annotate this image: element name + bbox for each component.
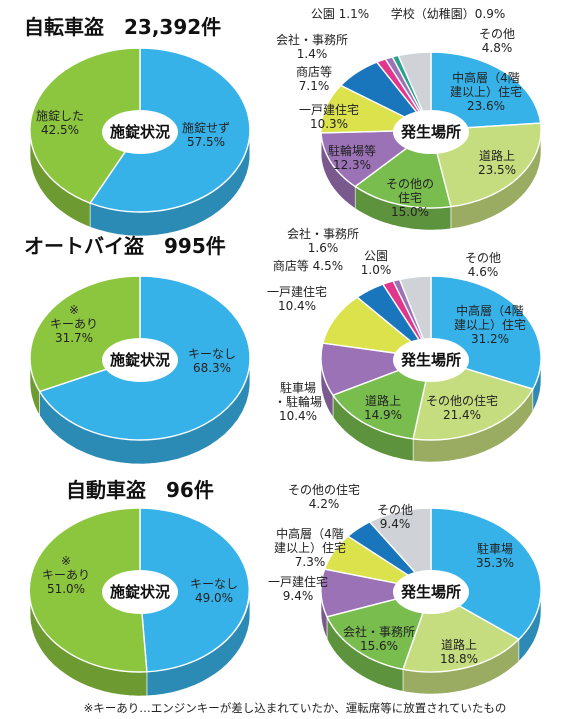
pie-slice (331, 356, 432, 440)
section-title: 自動車盗 96件 (66, 478, 214, 502)
slice-label: その他 9.4% (377, 503, 413, 531)
pie-center-label: 発生場所 (400, 123, 461, 141)
slice-label: 中高層（4階建以上）住宅 31.2% (454, 303, 526, 346)
pie-center (102, 338, 178, 382)
pie-center (102, 110, 178, 154)
lock-status-pie: 施錠状況 施錠せず 57.5% 施錠した 42.5% (29, 47, 251, 237)
slice-label: ※キーあり 31.7% (50, 303, 98, 345)
slice-label: 道路上 23.5% (478, 148, 516, 177)
pie-center-label: 発生場所 (400, 583, 461, 601)
slice-label: 公園 1.1% (311, 7, 369, 21)
slice-label: 道路上 14.9% (364, 393, 402, 422)
slice-label: その他の住宅 21.4% (426, 393, 498, 422)
slice-label: キーなし 49.0% (190, 577, 238, 605)
slice-label: キーなし 68.3% (188, 347, 236, 375)
pie-slice (28, 507, 148, 673)
pie-center-label: 施錠状況 (110, 351, 170, 369)
slice-label: 会社・事務所 1.6% (287, 226, 359, 255)
pie-center-label: 施錠状況 (110, 583, 170, 601)
slice-label: 駐輪場等 12.3% (328, 143, 376, 172)
slice-label: ※キーあり 51.0% (42, 554, 90, 596)
section-title: 自転車盗 23,392件 (24, 15, 221, 39)
pie-slice (29, 47, 141, 204)
pie-slice (326, 588, 433, 671)
section-title: オートバイ盗 995件 (24, 234, 226, 258)
slice-label: 会社・事務所 1.4% (276, 32, 348, 61)
slice-label: 駐車場・駐輪場 10.4% (274, 380, 322, 423)
pie-slice (368, 507, 432, 592)
pie-slice (139, 507, 250, 673)
slice-label: 商店等 4.5% (273, 258, 343, 273)
location-pie: 発生場所 中高層（4階建以上）住宅 23.6% 道路上 23.5% その他の住宅 15.0%… (276, 6, 542, 231)
pie-center-label: 施錠状況 (110, 123, 170, 141)
slice-label: 一戸建住宅 9.4% (268, 574, 328, 603)
pie-center (393, 570, 469, 614)
slice-label: その他 4.6% (465, 251, 501, 279)
pie-slice (397, 51, 432, 131)
slice-label: 一戸建住宅 10.4% (267, 284, 327, 313)
slice-label: 学校（幼稚園）0.9% (391, 6, 506, 21)
slice-label: 駐車場 35.3% (476, 541, 514, 570)
slice-label: 施錠せず 57.5% (182, 120, 230, 149)
lock-status-pie: 施錠状況 キーなし 49.0% ※キーあり 51.0% (28, 507, 251, 697)
slice-label: 一戸建住宅 10.3% (299, 102, 359, 131)
pie-slice (430, 51, 542, 131)
pie-slice (430, 507, 542, 641)
pie-center (393, 110, 469, 154)
pie-center-label: 発生場所 (400, 351, 461, 369)
slice-label: 中高層（4階建以上）住宅 23.6% (450, 70, 522, 113)
pie-center (102, 570, 178, 614)
slice-label: その他 4.8% (479, 27, 515, 55)
pie-slice (321, 296, 434, 360)
slice-label: 会社・事務所 15.6% (343, 624, 415, 653)
slice-label: 中高層（4階建以上）住宅 7.3% (274, 526, 346, 569)
slice-label: 道路上 18.8% (440, 637, 478, 666)
slice-label: その他の住宅 4.2% (288, 482, 360, 511)
location-pie: 発生場所 中高層（4階建以上）住宅 31.2% その他の住宅 21.4% 道路上 14.9%… (267, 226, 542, 463)
slice-label: 施錠した 42.5% (36, 108, 84, 137)
pie-center (393, 338, 469, 382)
pie-slice (398, 275, 432, 359)
footnote: ※キーあり…エンジンキーが差し込まれていたか、運転席等に放置されていたもの (84, 701, 507, 715)
slice-label: 公園 1.0% (361, 249, 392, 277)
lock-status-pie: 施錠状況 キーなし 68.3% ※キーあり 31.7% (29, 275, 251, 465)
slice-label: その他の住宅 15.0% (386, 177, 434, 219)
slice-label: 商店等 7.1% (296, 64, 332, 93)
